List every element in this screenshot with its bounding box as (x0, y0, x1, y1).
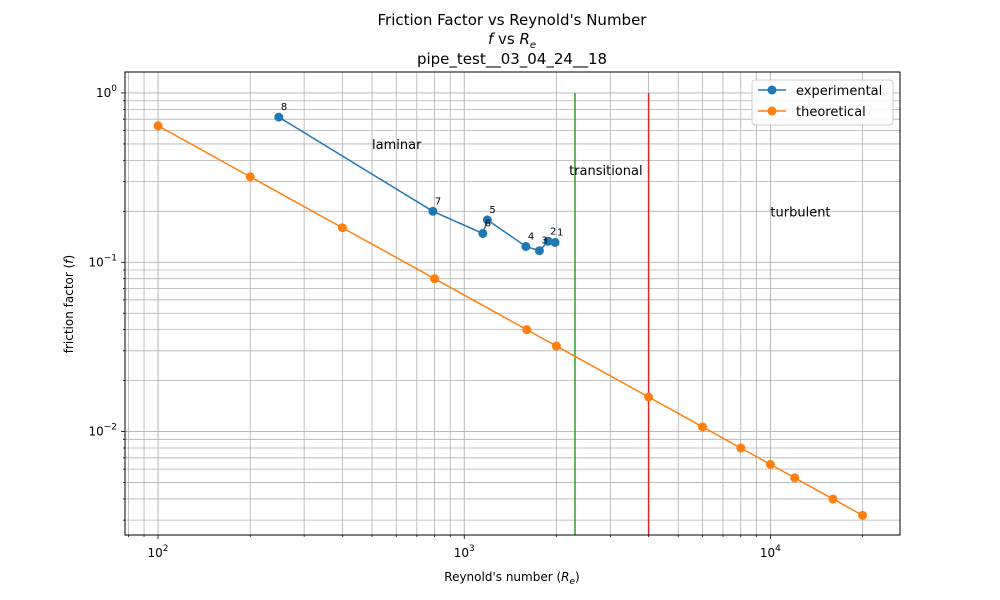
chart-title-line3: pipe_test__03_04_24__18 (417, 50, 607, 69)
data-series (153, 112, 868, 520)
x-tick-label: 104 (760, 544, 781, 560)
region-labels: laminar transitional turbulent (372, 138, 830, 220)
plot-frame (124, 71, 901, 536)
title-f: f (488, 30, 496, 48)
theoretical-point (765, 459, 775, 469)
experimental-point (428, 206, 438, 216)
experimental-point (274, 112, 284, 122)
legend-theoretical-marker (767, 106, 777, 116)
experimental-point (482, 215, 492, 225)
theoretical-point (430, 274, 440, 284)
point-label: 4 (528, 231, 534, 242)
point-labels: 8 7 6 5 4 32 1 (281, 102, 564, 247)
theoretical-point (697, 422, 707, 432)
legend-experimental-marker (767, 85, 777, 95)
y-tick-label: 100 (96, 84, 117, 100)
legend-box (751, 79, 894, 126)
point-label: 3 (541, 236, 547, 247)
theoretical-point (828, 494, 838, 504)
region-label-laminar: laminar (372, 138, 422, 153)
title-R: R (519, 30, 529, 48)
theoretical-point (337, 223, 347, 233)
x-tick-label: 103 (454, 544, 475, 560)
theoretical-point (522, 325, 532, 335)
x-axis-label: Reynold's number (Re) (444, 570, 579, 587)
legend: experimental theoretical (751, 79, 894, 126)
legend-experimental-label: experimental (796, 84, 882, 99)
title-R-sub: e (530, 40, 536, 51)
theoretical-point (551, 341, 561, 351)
theoretical-point (644, 392, 654, 402)
point-label: 6 (485, 218, 491, 229)
point-label: 8 (281, 102, 287, 113)
point-label: 7 (435, 196, 441, 207)
region-label-transitional: transitional (569, 164, 643, 179)
legend-theoretical-label: theoretical (796, 105, 866, 120)
theoretical-point (858, 510, 868, 520)
y-tick-label: 10−2 (88, 423, 117, 439)
chart-title-line2: f vs Re (488, 30, 536, 51)
y-tick-label: 10−1 (88, 253, 117, 269)
experimental-point (478, 228, 488, 238)
theoretical-point (153, 121, 163, 131)
point-label: 2 (550, 226, 556, 237)
theoretical-point (736, 443, 746, 453)
chart-title-line1: Friction Factor vs Reynold's Number (378, 11, 648, 29)
experimental-point (550, 237, 560, 247)
experimental-point (534, 246, 544, 256)
axis-ticks: 102 103 104 10−2 10−1 100 (88, 84, 863, 560)
region-boundaries (574, 92, 650, 535)
title-vs: vs (493, 30, 519, 48)
point-label: 1 (557, 227, 563, 238)
experimental-point (543, 236, 553, 246)
theoretical-point (245, 172, 255, 182)
y-axis-label: friction factor (f) (62, 255, 76, 353)
region-label-turbulent: turbulent (770, 205, 830, 220)
x-tick-label: 102 (148, 544, 169, 560)
experimental-point (521, 241, 531, 251)
theoretical-point (790, 473, 800, 483)
point-label: 5 (489, 205, 495, 216)
theoretical-line (157, 125, 863, 517)
grid (125, 72, 900, 535)
